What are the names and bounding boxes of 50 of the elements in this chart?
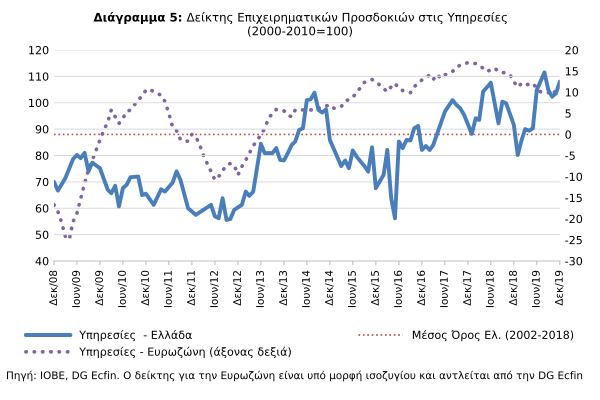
y2-tick-label: -10: [565, 172, 582, 181]
x-tick-label: Ιουν/16: [394, 270, 403, 308]
chart-subtitle: (2000-2010=100): [248, 26, 352, 37]
x-tick-label: Ιουν/12: [210, 271, 219, 308]
y2-tick-label: 5: [566, 109, 571, 118]
x-tick-label: Ιουν/15: [348, 270, 357, 308]
y2-tick-label: 15: [566, 67, 578, 76]
x-tick-label: Δεκ/11: [187, 270, 196, 306]
y-tick-label: 120: [29, 46, 48, 54]
x-tick-label: Δεκ/14: [325, 270, 334, 306]
y2-tick-label: -30: [565, 256, 582, 266]
x-tick-label: Ιουν/11: [164, 270, 173, 308]
legend-label: Υπηρεσίες - Ελλάδα: [79, 330, 192, 342]
x-tick-label: Δεκ/19: [554, 270, 564, 306]
x-tick-label: Δεκ/12: [233, 271, 242, 306]
line-series: [54, 70, 560, 222]
y-tick-label: 80: [36, 151, 48, 160]
x-tick-label: Δεκ/17: [463, 270, 472, 306]
x-tick-label: Ιουν/14: [302, 270, 311, 308]
legend-label: Υπηρεσίες - Ευρωζώνη (άξονας δεξιά): [79, 346, 291, 358]
y-tick-label: 40: [36, 256, 48, 266]
x-tick-label: Ιουν/13: [256, 270, 265, 308]
x-tick-label: Ιουν/19: [532, 270, 541, 308]
text: Πηγή: IOBE, DG Ecfin. Ο δείκτης για την Ευρωζώνη είναι υπό μορφή ισοζυγίου και αντλείται από την DG Ecfin: [7, 370, 582, 382]
x-tick-label: Δεκ/09: [95, 270, 104, 306]
y-tick-label: 70: [36, 178, 48, 186]
x-tick-label: Ιουν/17: [440, 270, 449, 308]
x-tick-label: Δεκ/16: [417, 270, 426, 306]
y-tick-label: 50: [36, 230, 48, 240]
x-tick-label: Δεκ/18: [508, 270, 518, 306]
x-tick-label: Δεκ/10: [141, 270, 150, 306]
y-tick-label: 110: [29, 72, 48, 81]
x-tick-label: Ιουν/10: [118, 270, 127, 308]
x-tick-label: Δεκ/15: [371, 270, 380, 306]
y2-tick-label: -20: [565, 214, 582, 224]
y2-tick-label: -15: [565, 194, 582, 202]
y2-tick-label: 20: [565, 46, 578, 54]
x-tick-label: Δεκ/13: [279, 270, 288, 306]
chart-title: Διάγραμμα 5: Δείκτης Επιχειρηματικών Προσδοκιών στις Υπηρεσίες: [94, 12, 507, 24]
y2-tick-label: -25: [565, 236, 582, 244]
y-tick-label: 60: [36, 204, 48, 213]
x-tick-label: Δεκ/08: [49, 270, 58, 306]
y2-tick-label: -5: [565, 152, 575, 160]
x-tick-label: Ιουν/09: [72, 270, 81, 308]
legend-label: Μέσος Όρος Ελ. (2002-2018): [412, 330, 574, 342]
y2-tick-label: 10: [566, 88, 578, 97]
y2-tick-label: 0: [565, 130, 571, 139]
y-tick-label: 100: [29, 98, 48, 108]
y-tick-label: 90: [36, 125, 48, 134]
x-tick-label: Ιουν/18: [486, 270, 495, 308]
